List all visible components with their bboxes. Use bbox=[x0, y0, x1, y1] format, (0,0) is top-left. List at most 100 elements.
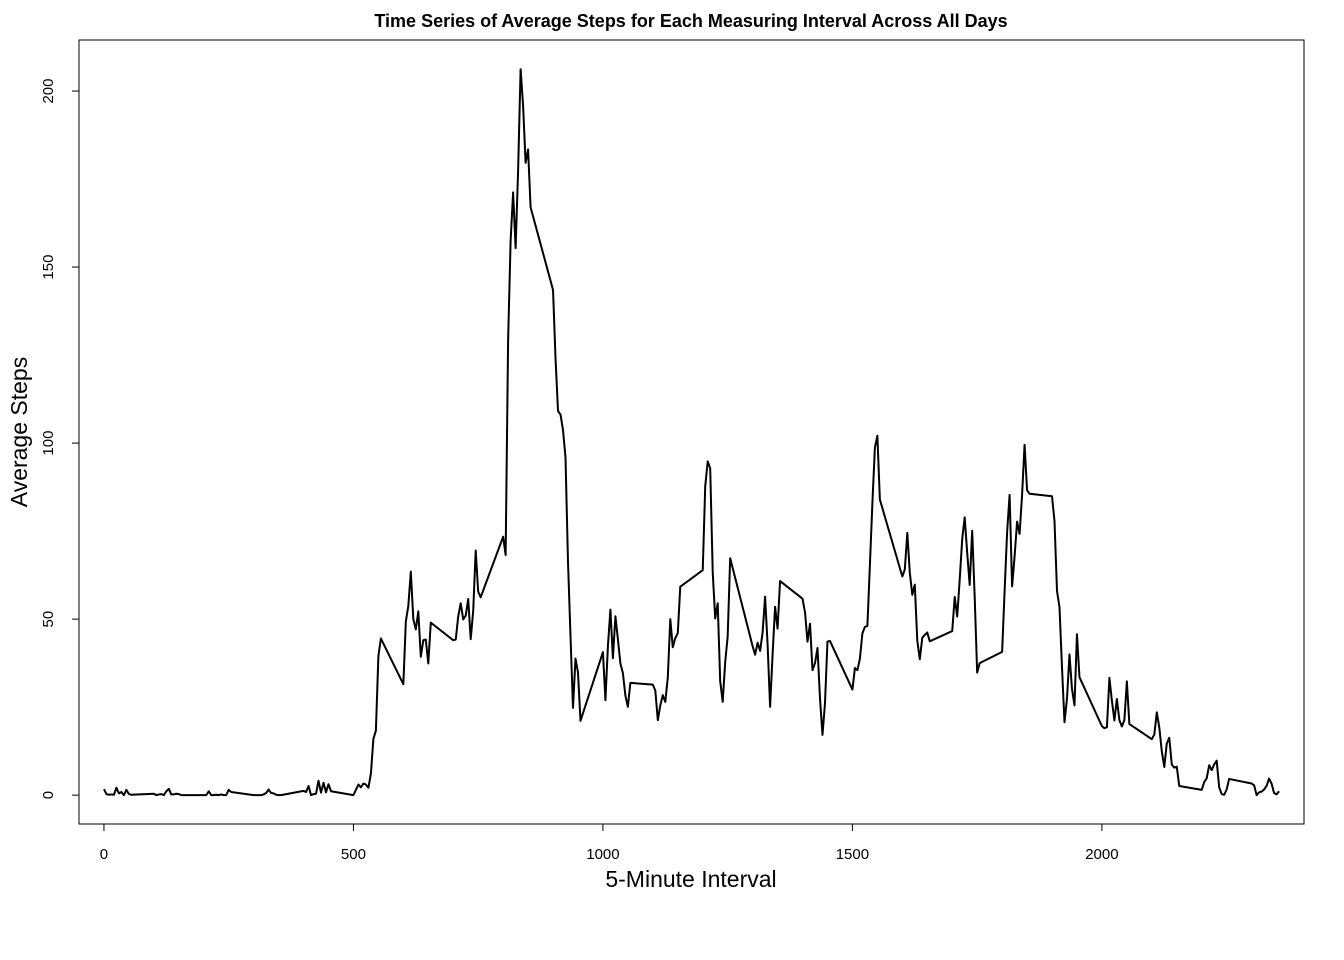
data-point bbox=[829, 640, 830, 641]
data-point bbox=[328, 784, 329, 785]
data-point bbox=[363, 783, 364, 784]
data-point bbox=[208, 791, 209, 792]
data-point bbox=[360, 787, 361, 788]
data-point bbox=[575, 658, 576, 659]
data-point bbox=[368, 787, 369, 788]
data-point bbox=[969, 584, 970, 585]
data-point bbox=[1021, 494, 1022, 495]
data-point bbox=[216, 794, 217, 795]
data-point bbox=[602, 652, 603, 653]
data-point bbox=[1273, 792, 1274, 793]
data-point bbox=[271, 792, 272, 793]
data-point bbox=[877, 435, 878, 436]
data-point bbox=[420, 656, 421, 657]
data-point bbox=[378, 655, 379, 656]
data-point bbox=[652, 684, 653, 685]
data-point bbox=[365, 784, 366, 785]
data-point bbox=[857, 670, 858, 671]
data-point bbox=[178, 793, 179, 794]
data-point bbox=[902, 576, 903, 577]
data-point bbox=[113, 794, 114, 795]
data-point bbox=[819, 698, 820, 699]
data-point bbox=[261, 795, 262, 796]
data-point bbox=[1156, 712, 1157, 713]
y-tick-label: 0 bbox=[40, 791, 57, 799]
data-point bbox=[1106, 727, 1107, 728]
data-point bbox=[677, 633, 678, 634]
data-point bbox=[1004, 590, 1005, 591]
data-point bbox=[967, 552, 968, 553]
data-point bbox=[1251, 783, 1252, 784]
data-point bbox=[273, 793, 274, 794]
data-point bbox=[425, 639, 426, 640]
series-line-0 bbox=[103, 68, 1280, 797]
data-point bbox=[1204, 782, 1205, 783]
data-point bbox=[415, 629, 416, 630]
data-point bbox=[1019, 533, 1020, 534]
data-point bbox=[310, 795, 311, 796]
data-point bbox=[807, 641, 808, 642]
data-point bbox=[418, 611, 419, 612]
data-point bbox=[717, 603, 718, 604]
data-point bbox=[153, 793, 154, 794]
data-point bbox=[355, 789, 356, 790]
data-point bbox=[607, 645, 608, 646]
data-point bbox=[131, 794, 132, 795]
data-point bbox=[253, 795, 254, 796]
data-point bbox=[330, 791, 331, 792]
data-point bbox=[1066, 698, 1067, 699]
data-point bbox=[171, 794, 172, 795]
data-point bbox=[580, 720, 581, 721]
data-point bbox=[161, 793, 162, 794]
data-point bbox=[211, 795, 212, 796]
data-point bbox=[964, 517, 965, 518]
data-point bbox=[168, 788, 169, 789]
data-point bbox=[320, 792, 321, 793]
data-point bbox=[318, 780, 319, 781]
data-point bbox=[827, 641, 828, 642]
data-point bbox=[231, 791, 232, 792]
data-point bbox=[1024, 444, 1025, 445]
data-point bbox=[473, 610, 474, 611]
data-point bbox=[874, 447, 875, 448]
data-point bbox=[1216, 760, 1217, 761]
data-point bbox=[560, 414, 561, 415]
data-point bbox=[720, 680, 721, 681]
data-point bbox=[1278, 791, 1279, 792]
series-layer bbox=[103, 68, 1280, 797]
data-point bbox=[518, 170, 519, 171]
data-point bbox=[375, 730, 376, 731]
data-point bbox=[413, 619, 414, 620]
data-point bbox=[1064, 722, 1065, 723]
data-point bbox=[1164, 766, 1165, 767]
data-point bbox=[428, 663, 429, 664]
data-point bbox=[1221, 793, 1222, 794]
data-point bbox=[1114, 720, 1115, 721]
data-point bbox=[221, 794, 222, 795]
data-point bbox=[1109, 677, 1110, 678]
data-point bbox=[627, 706, 628, 707]
data-point bbox=[430, 622, 431, 623]
data-point bbox=[657, 720, 658, 721]
data-point bbox=[1129, 723, 1130, 724]
data-point bbox=[108, 794, 109, 795]
data-point bbox=[423, 640, 424, 641]
data-point bbox=[163, 795, 164, 796]
data-point bbox=[919, 659, 920, 660]
data-point bbox=[268, 789, 269, 790]
data-point bbox=[1009, 494, 1010, 495]
data-point bbox=[111, 794, 112, 795]
data-point bbox=[907, 532, 908, 533]
data-point bbox=[752, 646, 753, 647]
data-point bbox=[408, 605, 409, 606]
data-point bbox=[769, 706, 770, 707]
data-point bbox=[772, 654, 773, 655]
data-point bbox=[1211, 770, 1212, 771]
data-point bbox=[1224, 794, 1225, 795]
data-point bbox=[872, 503, 873, 504]
data-point bbox=[1121, 726, 1122, 727]
data-point bbox=[203, 795, 204, 796]
data-point bbox=[1229, 778, 1230, 779]
data-point bbox=[859, 658, 860, 659]
